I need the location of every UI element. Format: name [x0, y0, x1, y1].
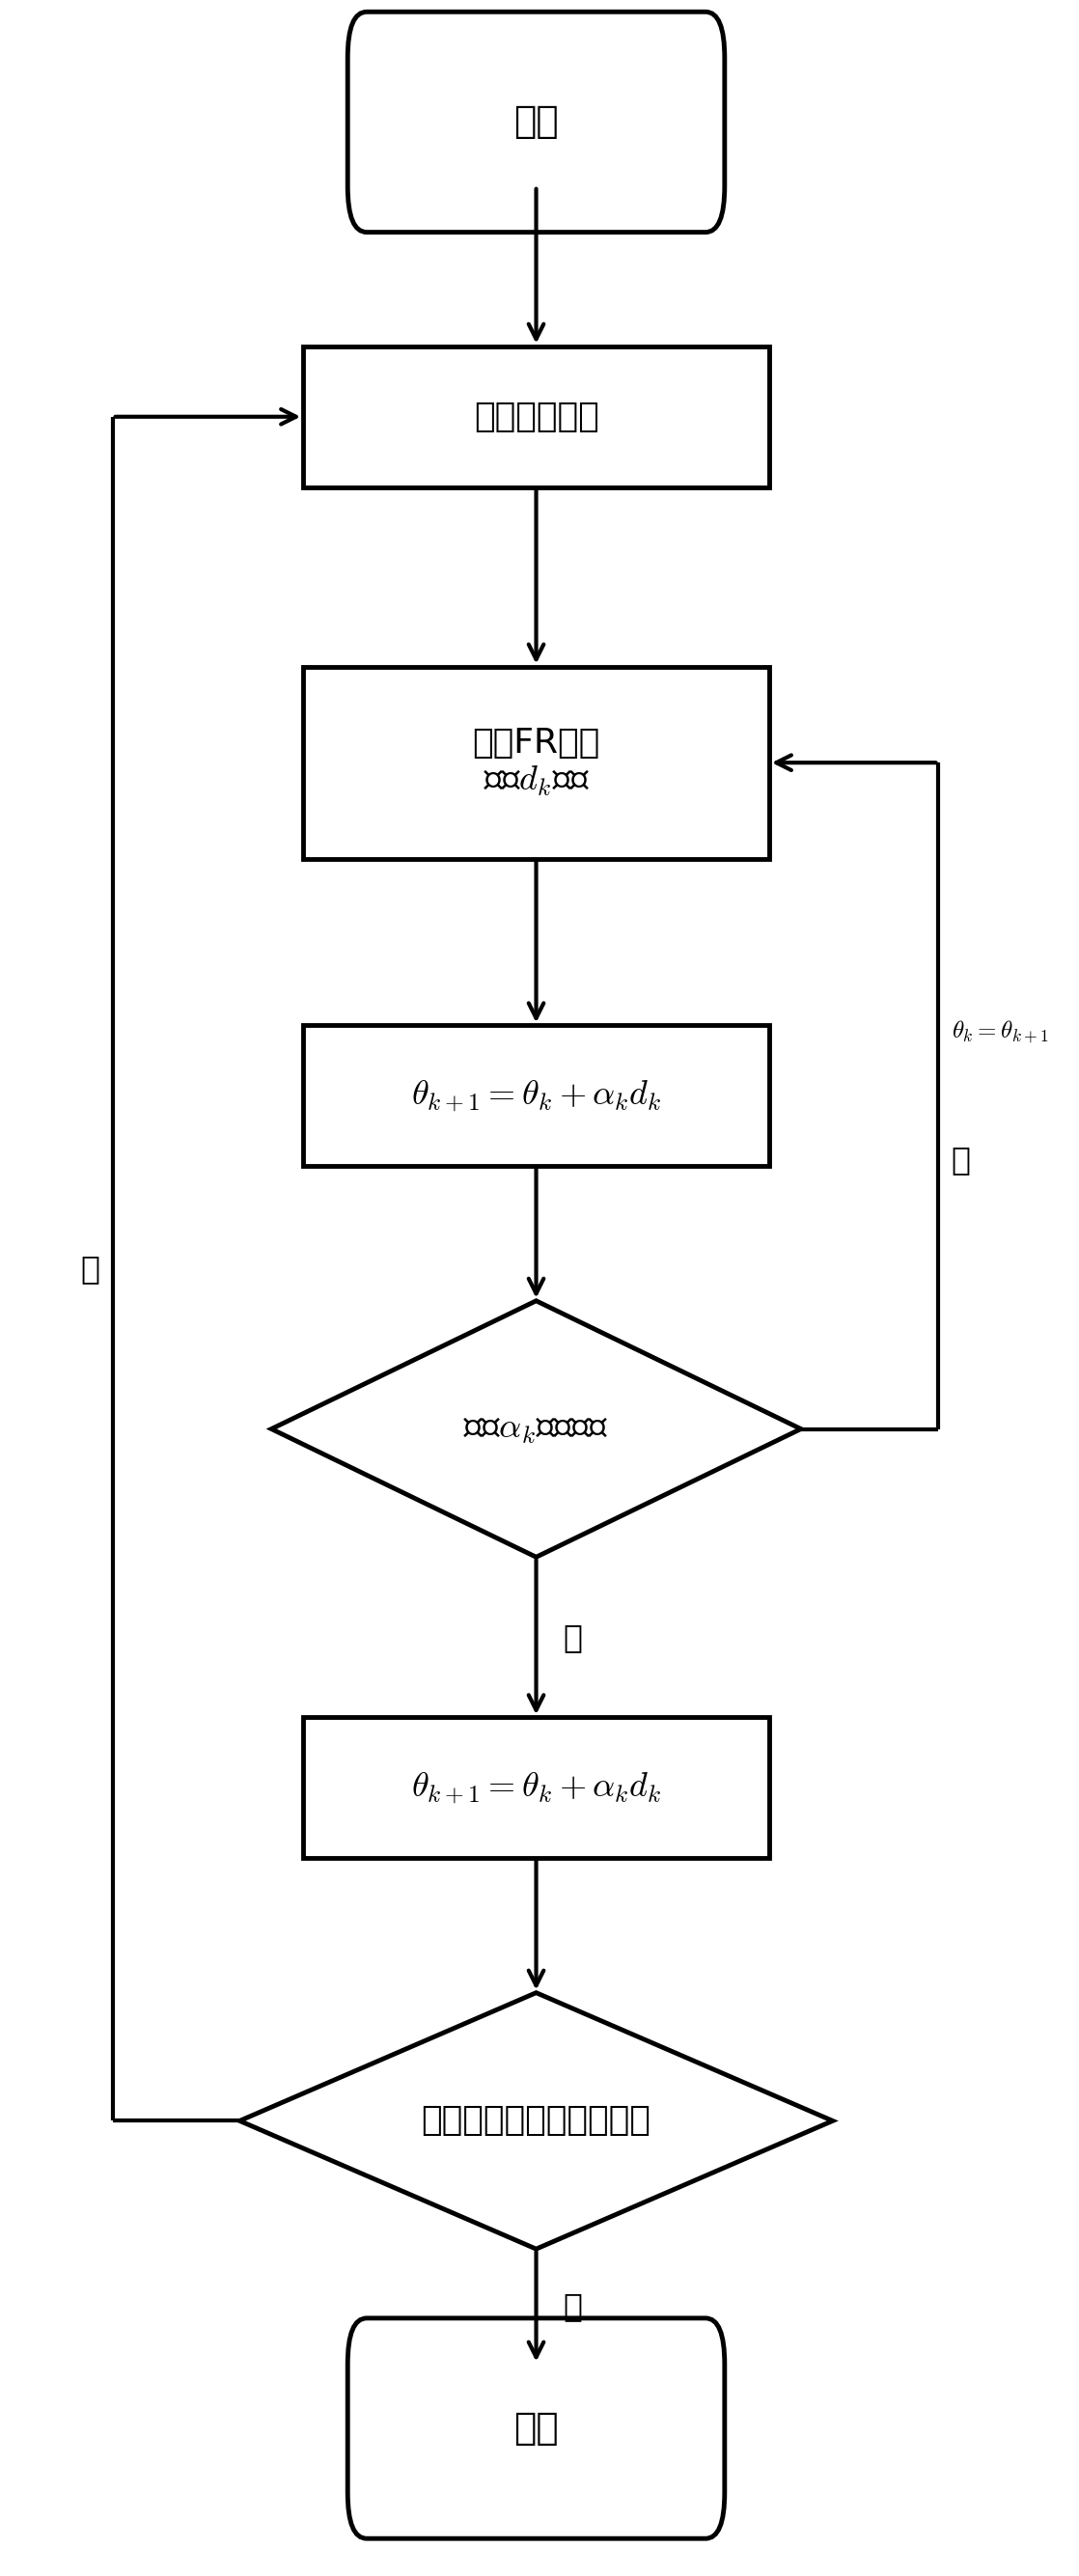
Text: 是: 是: [562, 2290, 582, 2324]
Text: $\theta_k = \theta_{k+1}$: $\theta_k = \theta_{k+1}$: [952, 1018, 1049, 1046]
Polygon shape: [240, 1994, 833, 2249]
Text: 否: 否: [81, 1252, 100, 1285]
Polygon shape: [272, 1301, 801, 1556]
Text: $\theta_{k+1} = \theta_k + \alpha_k d_k$: $\theta_{k+1} = \theta_k + \alpha_k d_k$: [411, 1770, 661, 1806]
Text: 步长$\alpha_k$是否合适: 步长$\alpha_k$是否合适: [464, 1412, 609, 1445]
Text: 结束: 结束: [514, 2411, 559, 2447]
Text: 否: 否: [952, 1144, 970, 1175]
Bar: [303, 667, 769, 858]
Bar: [303, 1025, 769, 1167]
FancyBboxPatch shape: [347, 13, 725, 232]
Text: 是: 是: [562, 1620, 582, 1654]
Bar: [303, 1718, 769, 1857]
Text: 根据FR计算
搜索$d_k$方向: 根据FR计算 搜索$d_k$方向: [473, 726, 600, 799]
Text: 设置初始步长: 设置初始步长: [474, 399, 599, 433]
Text: 超参数是否满足收敛条件: 超参数是否满足收敛条件: [422, 2105, 651, 2138]
Bar: [303, 345, 769, 487]
Text: 开始: 开始: [514, 103, 559, 139]
Text: $\theta_{k+1} = \theta_k + \alpha_k d_k$: $\theta_{k+1} = \theta_k + \alpha_k d_k$: [411, 1079, 661, 1113]
FancyBboxPatch shape: [347, 2318, 725, 2537]
